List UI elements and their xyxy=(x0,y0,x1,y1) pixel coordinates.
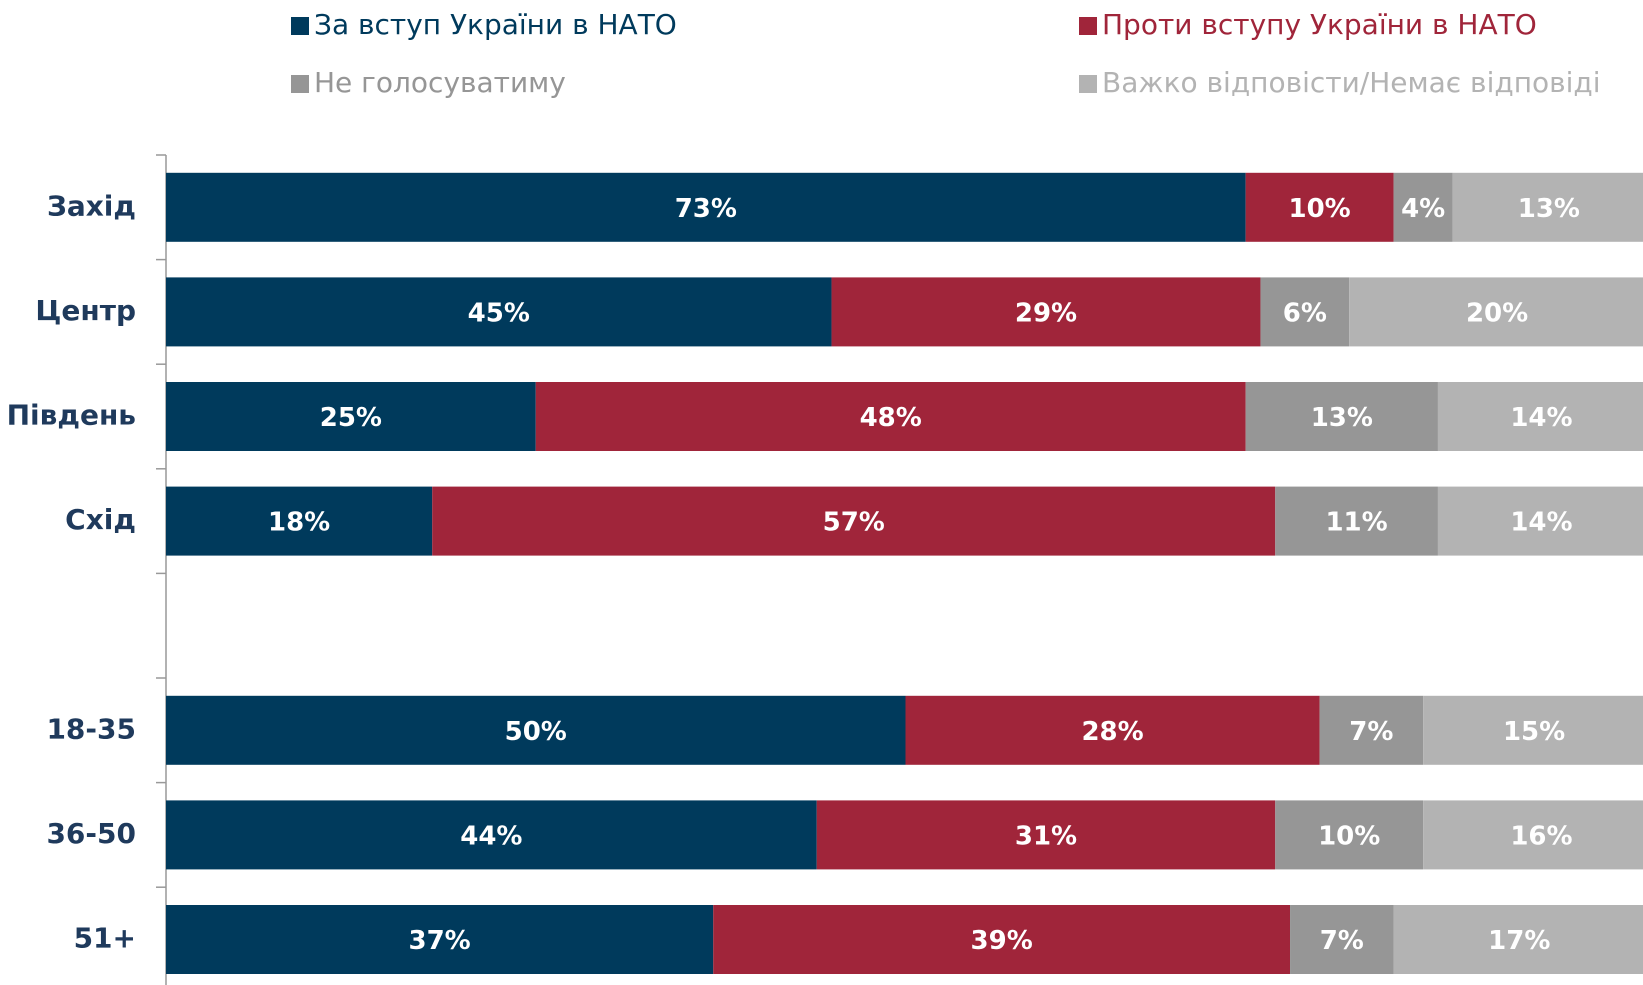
bar-segment xyxy=(166,905,714,974)
category-label: 51+ xyxy=(74,922,136,955)
value-label: 7% xyxy=(1320,926,1364,956)
bar-segment xyxy=(1245,382,1438,451)
bar-segment xyxy=(1349,277,1643,347)
value-label: 16% xyxy=(1510,821,1572,851)
value-label: 29% xyxy=(1015,298,1077,328)
bar-segment xyxy=(1437,382,1643,451)
value-label: 18% xyxy=(268,508,330,538)
value-label: 10% xyxy=(1318,821,1380,851)
bar-segment xyxy=(1319,695,1424,765)
value-label: 14% xyxy=(1510,403,1572,433)
legend-swatch xyxy=(291,75,309,93)
value-label: 45% xyxy=(468,298,530,328)
legend-swatch xyxy=(291,17,309,35)
bar-segment xyxy=(1393,172,1453,242)
value-label: 57% xyxy=(823,508,885,538)
legend-label: Не голосуватиму xyxy=(314,66,566,99)
bar-segment xyxy=(905,695,1320,765)
bar-segment xyxy=(1452,172,1643,242)
legend-swatch xyxy=(1079,75,1097,93)
value-label: 31% xyxy=(1015,821,1077,851)
category-label: 18-35 xyxy=(46,712,136,745)
value-label: 20% xyxy=(1466,298,1528,328)
value-label: 44% xyxy=(460,821,522,851)
bar-segment xyxy=(166,382,536,451)
bar-segment xyxy=(1393,905,1643,974)
bar-segment xyxy=(713,905,1291,974)
category-label: Захід xyxy=(47,189,136,222)
value-label: 11% xyxy=(1325,508,1387,538)
legend-label: Проти вступу України в НАТО xyxy=(1102,8,1537,41)
bar-segment xyxy=(1423,695,1643,765)
value-label: 25% xyxy=(320,403,382,433)
bar-segment xyxy=(166,486,433,556)
value-label: 37% xyxy=(408,926,470,956)
category-label: Схід xyxy=(65,503,136,536)
value-label: 17% xyxy=(1488,926,1550,956)
bar-segment xyxy=(535,382,1246,451)
bar-segment xyxy=(1437,486,1643,556)
bar-segment xyxy=(166,277,832,347)
bar-segment xyxy=(1275,486,1438,556)
bar-segment xyxy=(1290,905,1394,974)
value-label: 39% xyxy=(971,926,1033,956)
category-label: 36-50 xyxy=(46,817,136,850)
value-label: 28% xyxy=(1081,717,1143,747)
category-label: Центр xyxy=(35,294,136,327)
bar-segment xyxy=(831,277,1261,347)
legend-swatch xyxy=(1079,17,1097,35)
value-label: 13% xyxy=(1311,403,1373,433)
bar-segment xyxy=(432,486,1276,556)
bar-segment xyxy=(1245,172,1394,242)
bar-segment xyxy=(1423,800,1643,870)
value-label: 15% xyxy=(1503,717,1565,747)
value-label: 13% xyxy=(1518,194,1580,224)
value-label: 7% xyxy=(1349,717,1393,747)
category-label: Південь xyxy=(7,399,136,432)
bar-segment xyxy=(166,695,906,765)
legend-label: За вступ України в НАТО xyxy=(314,8,677,41)
bar-segment xyxy=(816,800,1276,870)
value-label: 10% xyxy=(1289,194,1351,224)
value-label: 50% xyxy=(505,717,567,747)
bar-segment xyxy=(166,800,817,870)
value-label: 48% xyxy=(860,403,922,433)
value-label: 6% xyxy=(1283,298,1327,328)
value-label: 73% xyxy=(675,194,737,224)
value-label: 14% xyxy=(1510,508,1572,538)
bar-segment xyxy=(166,172,1246,242)
legend-label: Важко відповісти/Немає відповіді xyxy=(1102,66,1601,99)
bar-segment xyxy=(1260,277,1350,347)
bar-segment xyxy=(1275,800,1424,870)
value-label: 4% xyxy=(1401,194,1445,224)
